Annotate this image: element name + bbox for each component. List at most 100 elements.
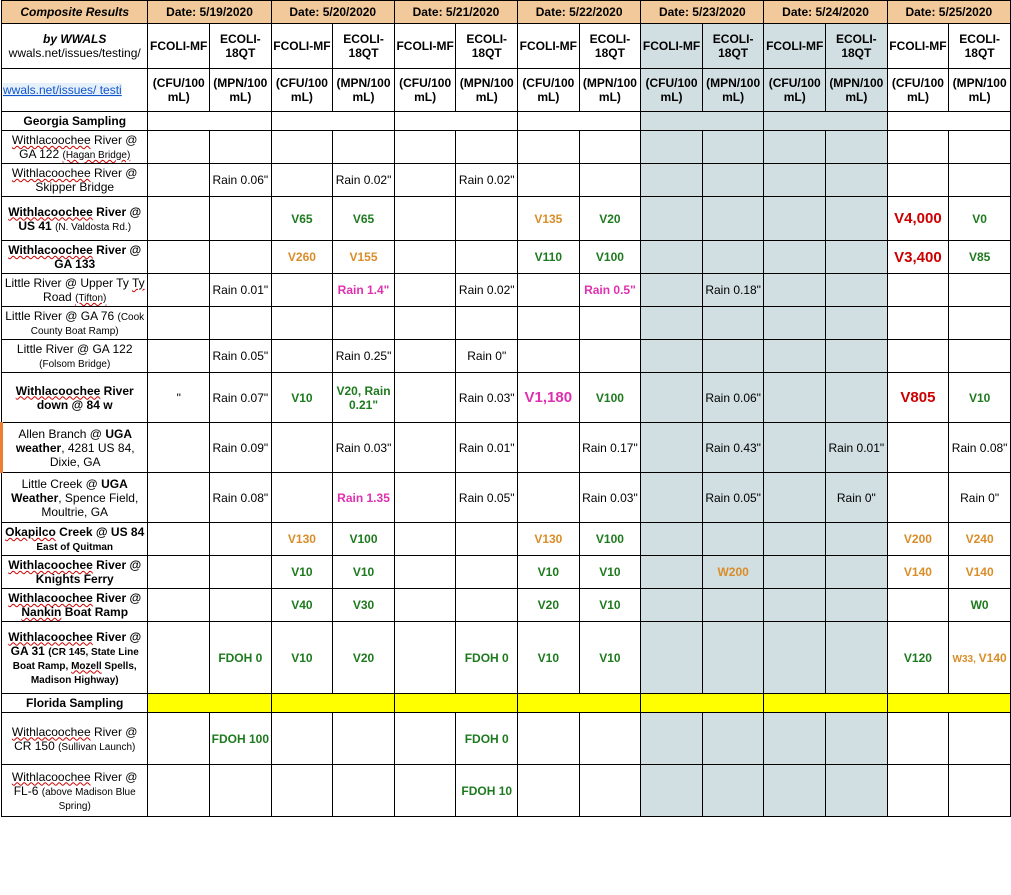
cell: FDOH 0 <box>210 622 272 694</box>
cell: V120 <box>887 622 949 694</box>
cell <box>702 197 764 241</box>
cell <box>456 523 518 556</box>
cell <box>641 340 703 373</box>
table-row: Withlacoochee River @ Knights FerryV10V1… <box>2 556 1011 589</box>
cell <box>394 622 456 694</box>
cell <box>333 307 395 340</box>
cell <box>210 131 272 164</box>
row-label: Little River @ Upper Ty Ty Road (Tifton) <box>2 274 148 307</box>
cell <box>826 622 888 694</box>
cell <box>641 423 703 473</box>
cell: W200 <box>702 556 764 589</box>
cell <box>394 373 456 423</box>
date-1: Date: 5/20/2020 <box>271 1 394 24</box>
cell <box>518 131 580 164</box>
cell <box>518 694 580 713</box>
cell <box>456 556 518 589</box>
cell: V10 <box>518 622 580 694</box>
unit-a-6: (CFU/100 mL) <box>887 69 949 112</box>
cell <box>641 197 703 241</box>
cell: Rain 0.02" <box>456 164 518 197</box>
table-row: Withlacoochee River down @ 84 w"Rain 0.0… <box>2 373 1011 423</box>
cell: V40 <box>271 589 333 622</box>
cell <box>394 197 456 241</box>
cell <box>148 307 210 340</box>
cell <box>887 713 949 765</box>
cell <box>826 197 888 241</box>
cell <box>148 423 210 473</box>
cell: V85 <box>949 241 1011 274</box>
cell <box>518 274 580 307</box>
cell: Rain 0.01" <box>210 274 272 307</box>
cell: V30 <box>333 589 395 622</box>
cell <box>394 131 456 164</box>
cell <box>210 556 272 589</box>
cell <box>826 307 888 340</box>
cell: V260 <box>271 241 333 274</box>
cell <box>887 307 949 340</box>
cell <box>826 241 888 274</box>
cell <box>394 694 456 713</box>
sub-b-3: ECOLI-18QT <box>579 24 641 69</box>
cell <box>579 307 641 340</box>
issues-link[interactable]: wwals.net/issues/ testi <box>3 83 122 97</box>
unit-a-2: (CFU/100 mL) <box>394 69 456 112</box>
cell <box>702 241 764 274</box>
cell: Rain 1.35 <box>333 473 395 523</box>
row-label: Little River @ GA 76 (Cook County Boat R… <box>2 307 148 340</box>
cell <box>394 523 456 556</box>
cell <box>887 164 949 197</box>
cell: Rain 0.07" <box>210 373 272 423</box>
cell: Rain 0.08" <box>210 473 272 523</box>
cell <box>394 164 456 197</box>
unit-b-2: (MPN/100 mL) <box>456 69 518 112</box>
row-label: Withlacoochee River @ Knights Ferry <box>2 556 148 589</box>
cell: V130 <box>518 523 580 556</box>
cell: V65 <box>271 197 333 241</box>
cell <box>887 340 949 373</box>
cell <box>887 694 949 713</box>
cell: V0 <box>949 197 1011 241</box>
cell <box>764 131 826 164</box>
cell <box>641 241 703 274</box>
row-label: Allen Branch @ UGA weather, 4281 US 84, … <box>2 423 148 473</box>
cell <box>148 274 210 307</box>
cell <box>271 423 333 473</box>
unit-b-5: (MPN/100 mL) <box>826 69 888 112</box>
composite-results-table: Composite Results Date: 5/19/2020 Date: … <box>0 0 1011 817</box>
cell: Rain 0.43" <box>702 423 764 473</box>
cell <box>579 765 641 817</box>
cell <box>702 622 764 694</box>
cell <box>702 307 764 340</box>
cell <box>641 713 703 765</box>
sub-b-0: ECOLI-18QT <box>210 24 272 69</box>
date-6: Date: 5/25/2020 <box>887 1 1010 24</box>
cell <box>826 556 888 589</box>
link-cell[interactable]: wwals.net/issues/ testi <box>2 69 148 112</box>
cell <box>702 713 764 765</box>
cell <box>826 589 888 622</box>
cell <box>456 241 518 274</box>
cell <box>518 473 580 523</box>
row-label: Okapilco Creek @ US 84 East of Quitman <box>2 523 148 556</box>
cell <box>764 622 826 694</box>
cell <box>949 164 1011 197</box>
row-label: Withlacoochee River @ Skipper Bridge <box>2 164 148 197</box>
cell <box>826 164 888 197</box>
corner-title: Composite Results <box>2 1 148 24</box>
date-header-row: Composite Results Date: 5/19/2020 Date: … <box>2 1 1011 24</box>
cell <box>148 694 210 713</box>
cell <box>210 307 272 340</box>
cell <box>887 274 949 307</box>
cell: V805 <box>887 373 949 423</box>
byline-cell: by WWALS wwals.net/issues/testing/ <box>2 24 148 69</box>
cell: V65 <box>333 197 395 241</box>
cell: Rain 0.03" <box>579 473 641 523</box>
cell: V1,180 <box>518 373 580 423</box>
cell: Rain 0.05" <box>210 340 272 373</box>
sub-b-5: ECOLI-18QT <box>826 24 888 69</box>
cell <box>579 131 641 164</box>
cell <box>333 694 395 713</box>
sub-b-4: ECOLI-18QT <box>702 24 764 69</box>
sub-a-6: FCOLI-MF <box>887 24 949 69</box>
